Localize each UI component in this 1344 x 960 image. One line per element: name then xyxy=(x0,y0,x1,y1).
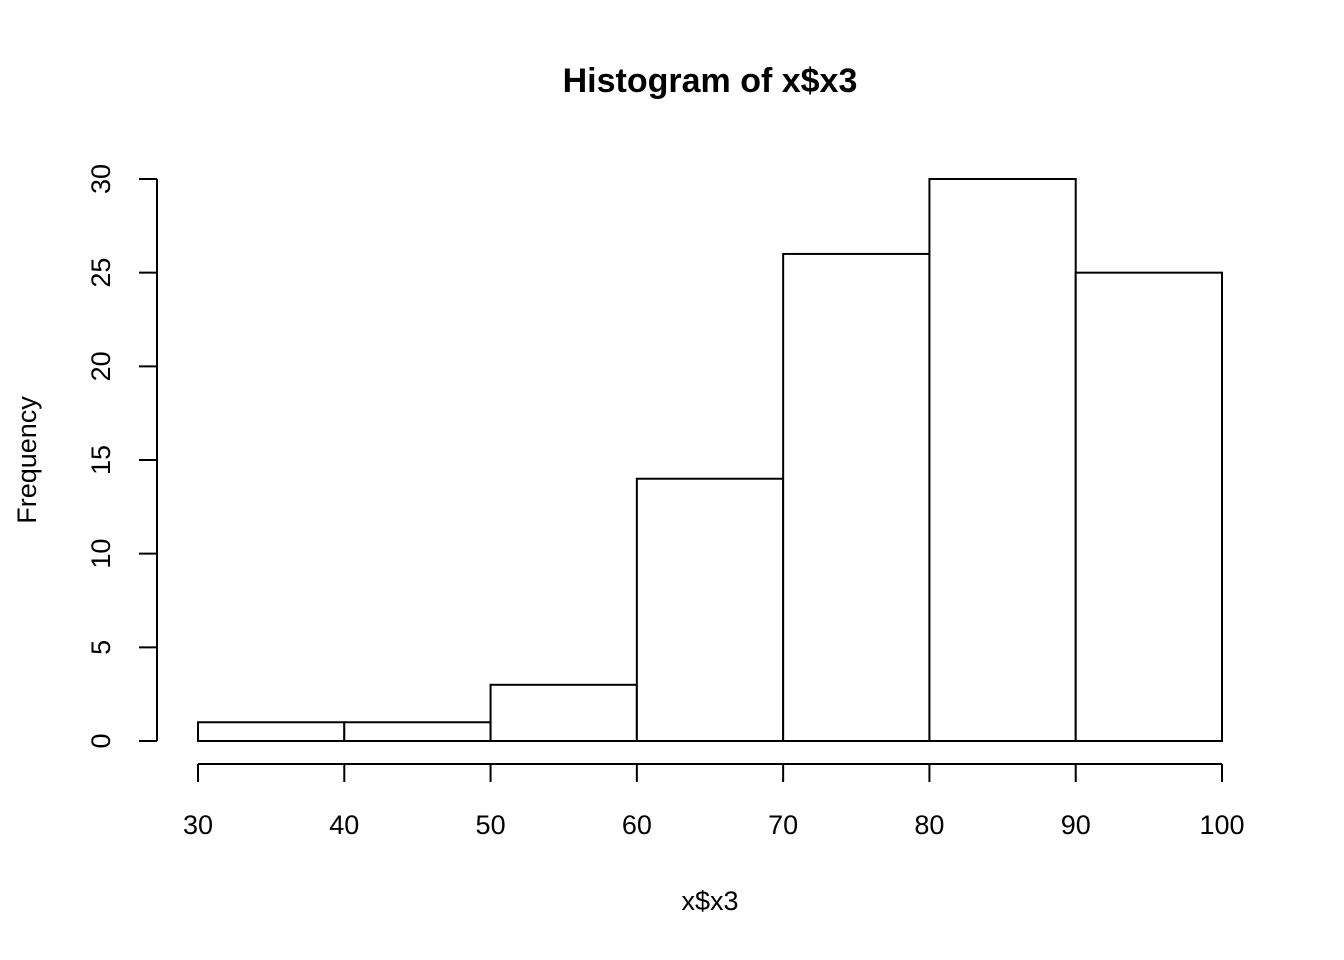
x-tick-label: 60 xyxy=(622,810,652,840)
y-axis-label: Frequency xyxy=(12,396,42,524)
x-tick-label: 50 xyxy=(476,810,506,840)
x-tick-label: 30 xyxy=(183,810,213,840)
x-tick-label: 100 xyxy=(1199,810,1244,840)
x-tick-label: 80 xyxy=(914,810,944,840)
histogram-bar-30-40 xyxy=(197,721,346,742)
histogram-bar-80-90 xyxy=(928,178,1077,742)
histogram-bar-40-50 xyxy=(343,721,492,742)
histogram-bar-70-80 xyxy=(782,252,931,743)
x-axis: 30 40 50 60 70 80 90 100 xyxy=(183,763,1245,840)
x-tick-label: 90 xyxy=(1061,810,1091,840)
y-tick-label: 15 xyxy=(86,445,116,475)
y-tick-label: 0 xyxy=(86,733,116,748)
chart-title: Histogram of x$x3 xyxy=(563,62,858,100)
bars-group xyxy=(197,178,1223,743)
y-tick-label: 30 xyxy=(86,164,116,194)
histogram-bar-90-100 xyxy=(1074,271,1223,742)
histogram-bar-50-60 xyxy=(489,683,638,742)
x-tick-label: 40 xyxy=(329,810,359,840)
x-tick-label: 70 xyxy=(768,810,798,840)
histogram-bar-60-70 xyxy=(635,477,785,742)
y-tick-label: 25 xyxy=(86,258,116,288)
y-tick-label: 5 xyxy=(86,640,116,655)
y-axis: 0 5 10 15 20 25 30 xyxy=(86,164,158,749)
y-tick-label: 10 xyxy=(86,539,116,569)
y-tick-label: 20 xyxy=(86,351,116,381)
x-axis-label: x$x3 xyxy=(681,886,738,916)
